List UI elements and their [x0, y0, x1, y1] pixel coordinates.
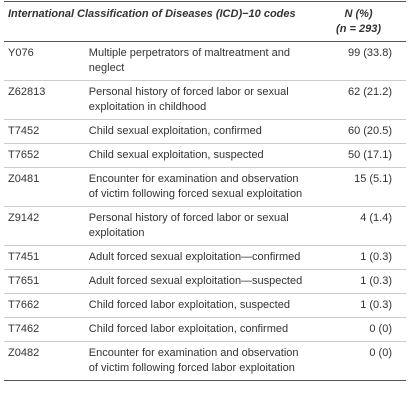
table-cell: T7451	[8, 251, 40, 263]
table-cell: 60 (20.5)	[347, 125, 392, 137]
table-cell: T7462	[8, 323, 40, 335]
table-cell: Adult forced sexual exploitation—confirm…	[88, 251, 301, 263]
table-cell: 1 (0.3)	[360, 275, 392, 287]
table-row: T7652 Child sexual exploitation, suspecte…	[4, 144, 406, 168]
header-text: N (%)	[344, 8, 373, 20]
table-cell: 99 (33.8)	[347, 47, 392, 59]
table-cell: Child forced labor exploitation, confirm…	[88, 323, 289, 335]
table-cell: Child forced labor exploitation, suspect…	[88, 299, 290, 311]
header-cell: International Classification of Diseases…	[8, 8, 296, 20]
table-row: T7662 Child forced labor exploitation, su…	[4, 294, 406, 318]
table-cell: 1 (0.3)	[360, 299, 392, 311]
table-cell: Z0482	[8, 347, 40, 359]
header-row: International Classification of Diseases…	[4, 1, 406, 42]
table-cell: Encounter for examination and observatio…	[88, 173, 303, 200]
table-cell: Y076	[8, 47, 34, 59]
table-cell: 62 (21.2)	[347, 86, 392, 98]
table-row: Z62813 Personal history of forced labor o…	[4, 81, 406, 120]
table-cell: Z62813	[8, 86, 46, 98]
table-cell: T7651	[8, 275, 40, 287]
table-cell: Z0481	[8, 173, 40, 185]
table-cell: Child sexual exploitation, confirmed	[88, 125, 262, 137]
table-row: T7651 Adult forced sexual exploitation—su…	[4, 270, 406, 294]
table-cell: Personal history of forced labor or sexu…	[88, 86, 289, 113]
table-row: Z9142 Personal history of forced labor or…	[4, 207, 406, 246]
table-body: Y076 Multiple perpetrators of maltreatmen…	[4, 42, 406, 381]
table-cell: Z9142	[8, 212, 40, 224]
table-row: Y076 Multiple perpetrators of maltreatmen…	[4, 42, 406, 81]
table-row: T7462 Child forced labor exploitation, co…	[4, 318, 406, 342]
header-cell: N (%) (n = 293)	[311, 2, 406, 42]
table-cell: Child sexual exploitation, suspected	[88, 149, 264, 161]
table-cell: 1 (0.3)	[360, 251, 392, 263]
table-cell: 0 (0)	[369, 347, 392, 359]
icd-table: International Classification of Diseases…	[4, 1, 406, 381]
table-cell: 15 (5.1)	[354, 173, 392, 185]
table-cell: Encounter for examination and observatio…	[88, 347, 299, 374]
table-cell: Multiple perpetrators of maltreatment an…	[88, 47, 290, 74]
table-cell: 50 (17.1)	[347, 149, 392, 161]
table-row: T7452 Child sexual exploitation, confirme…	[4, 120, 406, 144]
table-row: T7451 Adult forced sexual exploitation—co…	[4, 246, 406, 270]
table-cell: Personal history of forced labor or sexu…	[88, 212, 289, 239]
header-text: (n = 293)	[336, 23, 381, 35]
table-row: Z0481 Encounter for examination and obser…	[4, 168, 406, 207]
table-row: Z0482 Encounter for examination and obser…	[4, 342, 406, 381]
table-cell: 0 (0)	[369, 323, 392, 335]
table-cell: T7662	[8, 299, 40, 311]
table-cell: 4 (1.4)	[360, 212, 392, 224]
table-cell: T7452	[8, 125, 40, 137]
table-cell: T7652	[8, 149, 40, 161]
table-cell: Adult forced sexual exploitation—suspect…	[88, 275, 303, 287]
